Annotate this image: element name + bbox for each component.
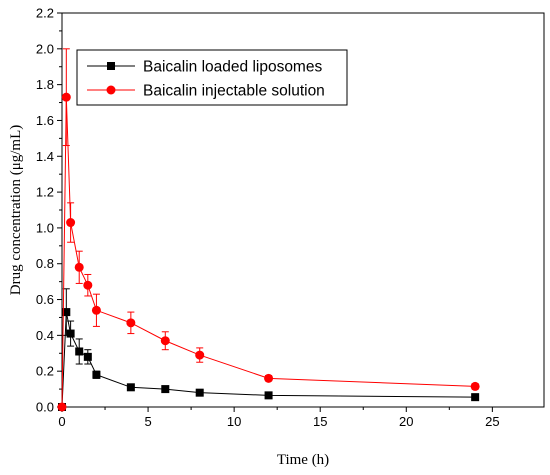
y-tick-label: 2.0	[36, 41, 54, 56]
x-tick-label: 15	[313, 414, 327, 429]
series-2	[57, 48, 480, 412]
axes: 0 5 10 15 20 25 0.0 0.2 0.4 0.6 0.8 1.0 1.2 1.4 1.6 1.8…	[36, 6, 545, 429]
y-tick-label: 0.8	[36, 256, 54, 271]
data-point-circle	[91, 305, 101, 315]
y-tick-label: 0.4	[36, 328, 54, 343]
x-axis-title: Time (h)	[277, 452, 329, 468]
y-axis-title: Drug concentration (μg/mL)	[8, 125, 24, 296]
data-point-circle	[83, 280, 93, 290]
data-point-square	[264, 391, 273, 400]
data-point-circle	[470, 381, 480, 391]
x-tick-label: 20	[399, 414, 413, 429]
y-tick-label: 0.2	[36, 364, 54, 379]
x-tick-label: 0	[58, 414, 65, 429]
x-tick-label: 25	[485, 414, 499, 429]
data-point-circle	[66, 218, 76, 228]
data-point-circle	[264, 373, 274, 383]
series-layer	[57, 48, 480, 412]
data-point-circle	[57, 402, 67, 412]
x-tick-label: 5	[144, 414, 151, 429]
y-tick-label: 1.4	[36, 149, 54, 164]
legend: Baicalin loaded liposomes Baicalin inject…	[76, 49, 348, 106]
data-point-circle	[74, 262, 84, 272]
x-tick-label: 10	[227, 414, 241, 429]
y-tick-label: 0.6	[36, 292, 54, 307]
data-point-square	[195, 388, 204, 397]
data-point-square	[161, 385, 170, 394]
legend-label: Baicalin injectable solution	[143, 83, 325, 100]
y-tick-label: 0.0	[36, 400, 54, 415]
y-tick-label: 2.2	[36, 6, 54, 21]
data-point-square	[126, 383, 135, 392]
data-point-square	[83, 352, 92, 361]
data-point-square	[75, 347, 84, 356]
data-point-circle	[160, 336, 170, 346]
legend-marker-square	[107, 62, 115, 70]
series-1	[58, 288, 480, 411]
data-point-square	[62, 308, 71, 317]
series-line	[61, 97, 476, 408]
y-tick-label: 1.2	[36, 185, 54, 200]
y-tick-label: 1.6	[36, 113, 54, 128]
legend-label: Baicalin loaded liposomes	[143, 59, 322, 76]
data-point-circle	[195, 350, 205, 360]
data-point-circle	[61, 92, 71, 102]
legend-box	[76, 49, 348, 106]
data-point-square	[92, 370, 101, 379]
legend-marker-circle	[106, 85, 116, 95]
y-tick-label: 1.8	[36, 77, 54, 92]
data-point-square	[471, 393, 480, 402]
y-tick-label: 1.0	[36, 220, 54, 235]
data-point-circle	[126, 318, 136, 328]
data-point-square	[66, 329, 75, 338]
